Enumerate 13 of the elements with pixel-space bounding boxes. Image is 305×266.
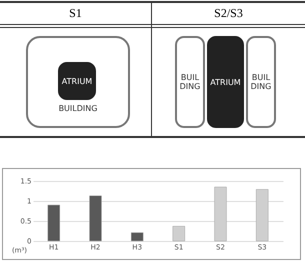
bar bbox=[130, 232, 144, 242]
bar bbox=[256, 189, 268, 242]
text: BUILDING bbox=[58, 104, 98, 113]
text: S1 bbox=[68, 5, 83, 22]
text: BUIL DING bbox=[175, 36, 205, 128]
text: S2/S3 bbox=[213, 5, 244, 22]
bar bbox=[214, 186, 227, 242]
bar bbox=[172, 226, 186, 242]
text: ATRIUM bbox=[58, 62, 96, 100]
bar bbox=[89, 196, 102, 242]
bar bbox=[48, 204, 60, 242]
text: ATRIUM bbox=[207, 36, 244, 128]
text: BUIL DING bbox=[246, 36, 276, 128]
